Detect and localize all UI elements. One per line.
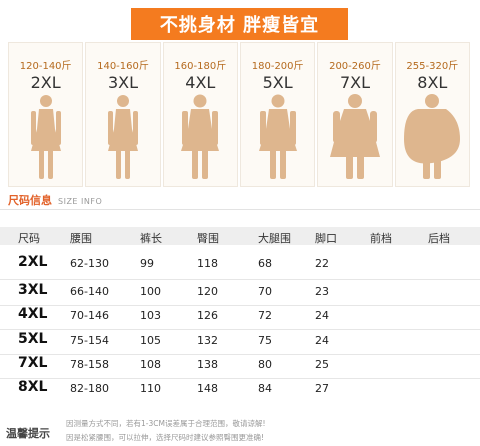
size-cell: 3XL [18,282,48,298]
measure-cell: 25 [315,358,329,371]
size-cell: 4XL [18,306,48,322]
row-divider [0,305,480,306]
header-cell: 后档 [428,232,450,245]
weight-range: 140-160斤 [97,61,149,72]
measure-cell: 138 [197,358,218,371]
weight-range: 255-320斤 [406,61,459,72]
weight-range: 180-200斤 [251,61,304,72]
body-silhouette-icon [107,95,138,179]
size-cell: 2XL [18,254,48,270]
section-title-cn: 尺码信息 [8,194,52,207]
measure-cell: 120 [197,285,218,298]
tip-line-2: 因是松紧腰围，可以拉伸，选择尺码时建议参照臀围更准确! [66,433,265,442]
row-divider [0,378,480,379]
body-silhouette-icon [329,94,380,179]
measure-cell: 84 [258,382,272,395]
size-label: 7XL [339,73,370,92]
size-label: 4XL [185,73,216,92]
table-row: 8XL 82-180 110 148 84 27 [0,379,480,403]
section-divider [0,209,480,210]
header-cell: 前档 [370,232,392,245]
measure-cell: 24 [315,334,329,347]
weight-range: 160-180斤 [174,61,227,72]
measure-cell: 24 [315,309,329,322]
measure-cell: 110 [140,382,161,395]
measure-cell: 75 [258,334,272,347]
size-label: 3XL [107,73,139,92]
table-header: 尺码 腰围 裤长 臀围 大腿围 脚口 前档 后档 [0,227,480,245]
weight-range: 120-140斤 [19,61,72,72]
measure-cell: 27 [315,382,329,395]
table-row: 3XL 66-140 100 120 70 23 [0,282,480,306]
measure-cell: 105 [140,334,161,347]
measure-cell: 72 [258,309,272,322]
banner-title: 不挑身材 胖瘦皆宜 [131,8,348,40]
measure-cell: 75-154 [70,334,109,347]
measure-cell: 108 [140,358,161,371]
header-cell: 臀围 [197,232,219,245]
size-card-5xl: 180-200斤 5XL [239,42,316,187]
size-label: 8XL [417,73,448,92]
measure-cell: 82-180 [70,382,109,395]
measure-cell: 70-146 [70,309,109,322]
weight-range: 200-260斤 [329,61,381,72]
size-card-7xl: 200-260斤 7XL [317,42,393,187]
tips-title: 温馨提示 [6,427,50,440]
header-cell: 尺码 [18,232,40,245]
measure-cell: 78-158 [70,358,109,371]
measure-cell: 80 [258,358,272,371]
measure-cell: 22 [315,257,329,270]
size-card-4xl: 160-180斤 4XL [162,42,238,187]
size-card-3xl: 140-160斤 3XL [85,42,161,187]
table-row: 4XL 70-146 103 126 72 24 [0,306,480,330]
size-label: 5XL [262,73,293,92]
body-silhouette-icon [258,94,297,179]
measure-cell: 118 [197,257,218,270]
table-row: 7XL 78-158 108 138 80 25 [0,355,480,379]
body-silhouette-icon [181,94,220,179]
measure-cell: 103 [140,309,161,322]
section-title: 尺码信息 SIZE INFO [8,192,102,208]
header-cell: 裤长 [140,232,162,245]
size-card-2xl: 120-140斤 2XL [8,42,84,187]
body-silhouette-icon [30,95,61,179]
table-row: 5XL 75-154 105 132 75 24 [0,331,480,355]
size-cell: 5XL [18,331,48,347]
header-cell: 腰围 [70,232,92,245]
measure-cell: 148 [197,382,218,395]
measure-cell: 66-140 [70,285,109,298]
header-cell: 大腿围 [258,232,291,245]
measure-cell: 126 [197,309,218,322]
body-silhouette-icon [404,94,461,179]
measure-cell: 100 [140,285,161,298]
section-title-en: SIZE INFO [58,197,103,206]
size-cell: 8XL [18,379,48,395]
measure-cell: 99 [140,257,154,270]
size-label: 2XL [30,73,61,92]
measure-cell: 23 [315,285,329,298]
row-divider [0,354,480,355]
size-cell: 7XL [18,355,48,371]
table-row: 2XL 62-130 99 118 68 22 [0,254,480,280]
header-cell: 脚口 [315,232,337,245]
size-card-8xl: 255-320斤 8XL [394,42,470,187]
measure-cell: 68 [258,257,272,270]
tip-line-1: 因测量方式不同，若有1-3CM误差属于合理范围，敬请谅解! [66,419,266,428]
row-divider [0,279,480,280]
measure-cell: 62-130 [70,257,109,270]
size-figure-cards: 120-140斤 2XL 140-160斤 3XL 160-180斤 4XL 180-200… [8,42,470,187]
measure-cell: 132 [197,334,218,347]
row-divider [0,329,480,330]
measure-cell: 70 [258,285,272,298]
